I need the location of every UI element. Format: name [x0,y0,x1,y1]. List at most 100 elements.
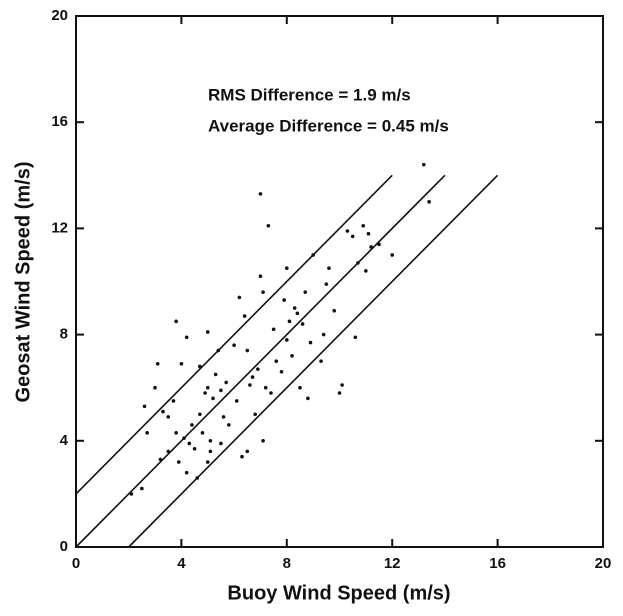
point [179,362,184,366]
x-tick-label: 16 [489,555,506,572]
point [356,261,360,265]
point [213,372,218,377]
point [321,332,326,337]
y-tick-label: 20 [51,7,68,24]
point [250,375,255,379]
point [332,308,337,313]
x-tick-label: 12 [384,555,401,572]
point [192,446,197,451]
point [248,383,252,387]
point [245,348,250,353]
point [311,253,315,257]
point [161,409,165,414]
y-tick-label: 12 [51,219,68,236]
point [142,404,147,409]
point [253,412,257,417]
point [224,380,228,385]
point [287,319,292,324]
x-tick-label: 20 [595,555,612,572]
x-axis-label: Buoy Wind Speed (m/s) [227,582,450,604]
point [258,192,263,196]
point [166,449,171,454]
point [198,412,202,417]
point [232,343,236,348]
point [155,362,160,366]
point [227,423,231,427]
point [274,359,279,363]
point [245,449,250,454]
y-tick-label: 4 [60,432,69,449]
point [282,298,286,302]
point [269,391,273,395]
point [366,231,371,236]
point [208,449,213,454]
point [390,253,395,257]
point [258,274,263,278]
y-tick-label: 8 [60,326,68,343]
point [298,385,302,390]
point [184,335,189,340]
point [174,431,178,435]
point [158,457,163,462]
point [295,311,300,316]
point [219,388,223,393]
annotation: Average Difference = 0.45 m/s [208,116,449,135]
point [427,200,431,204]
reference-line [75,174,393,495]
point [129,492,134,496]
point [211,396,215,401]
point [303,290,308,294]
point [337,391,342,395]
y-tick-label: 0 [60,538,68,555]
point [300,322,305,326]
point [422,162,426,167]
point [345,229,350,233]
point [271,327,276,332]
x-tick-label: 0 [72,555,80,572]
point [176,460,181,464]
point [306,396,310,401]
point [208,439,213,443]
point [205,460,210,464]
point [203,391,207,395]
plot-frame [75,15,604,548]
point [184,470,189,475]
point [240,454,244,459]
point [182,436,186,440]
point [261,439,265,443]
point [190,423,194,427]
reference-line [75,174,446,548]
point [361,223,366,228]
point [327,266,331,271]
point [340,383,344,387]
point [174,319,178,324]
annotation: RMS Difference = 1.9 m/s [208,85,411,104]
point [319,359,323,363]
point [198,364,202,369]
x-tick-label: 8 [283,555,291,572]
point [350,234,355,239]
point [256,367,260,371]
point [216,348,221,353]
y-tick-label: 16 [51,113,68,130]
point [187,441,192,446]
point [279,369,284,374]
point [353,335,358,340]
point [324,282,329,286]
point [205,385,210,390]
point [308,340,313,345]
y-axis-label: Geosat Wind Speed (m/s) [12,162,34,403]
point [200,431,205,435]
point [242,314,247,318]
point [171,399,176,403]
reference-line [128,174,499,548]
point [166,415,171,419]
point [290,354,294,358]
point [266,223,271,228]
point [234,399,239,403]
point [140,486,144,491]
point [364,269,368,273]
point [145,431,149,435]
point [153,385,157,390]
